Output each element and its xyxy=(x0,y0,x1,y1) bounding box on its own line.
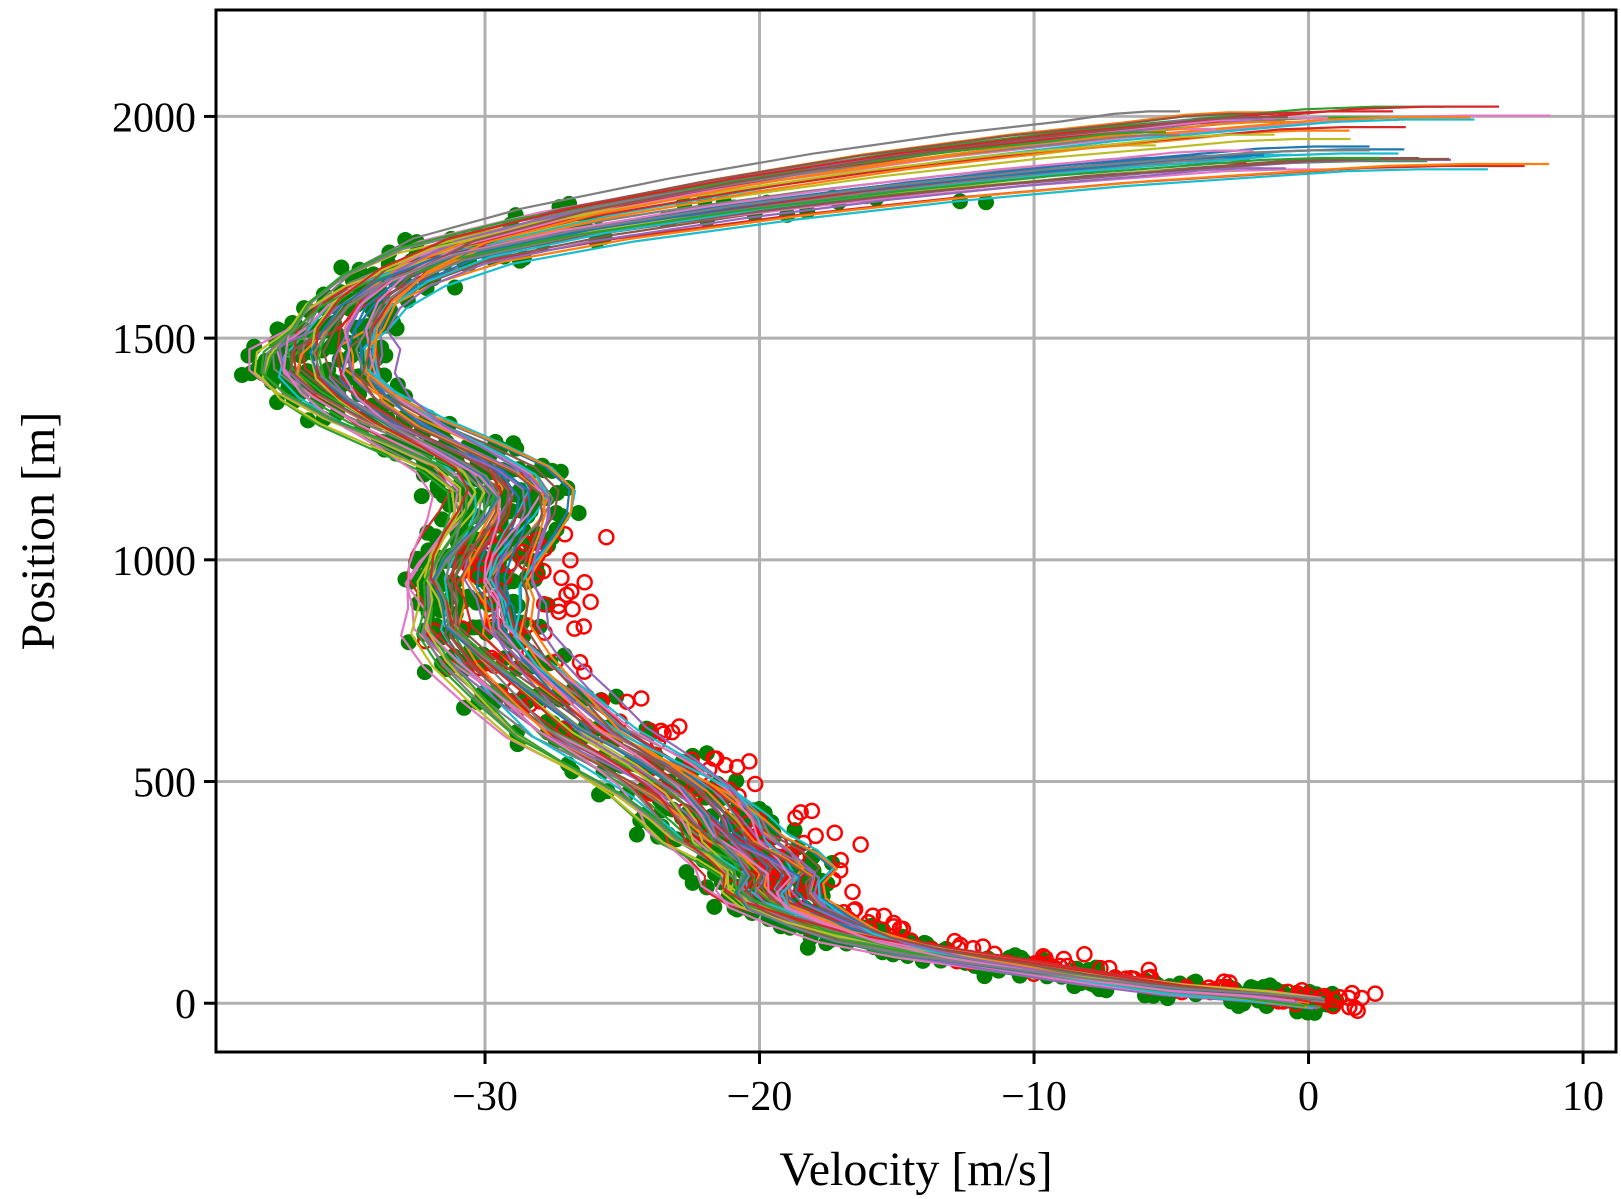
y-tick-label: 1000 xyxy=(112,539,196,585)
red-marker xyxy=(564,600,581,618)
y-tick-label: 1500 xyxy=(112,317,196,363)
green-marker xyxy=(570,505,587,522)
green-marker xyxy=(728,772,745,789)
green-marker xyxy=(1261,977,1278,994)
red-marker xyxy=(576,573,593,591)
red-marker xyxy=(501,555,518,573)
red-marker xyxy=(562,551,579,569)
red-marker xyxy=(528,566,545,584)
red-marker xyxy=(1366,985,1384,1002)
red-marker xyxy=(563,583,580,600)
green-marker xyxy=(416,664,433,681)
red-marker xyxy=(1140,961,1158,979)
y-tick-label: 500 xyxy=(133,761,196,807)
green-marker xyxy=(333,259,350,276)
red-marker xyxy=(671,718,688,735)
green-marker xyxy=(678,864,695,881)
red-marker xyxy=(826,824,843,841)
green-marker xyxy=(706,898,723,915)
green-marker xyxy=(552,463,569,480)
trajectory-line xyxy=(315,110,1393,1003)
red-marker xyxy=(633,690,650,707)
y-tick-labels: 0 500 1000 1500 2000 xyxy=(112,95,196,1028)
red-marker xyxy=(852,836,869,853)
green-marker xyxy=(786,822,803,839)
red-marker xyxy=(598,528,615,546)
red-marker xyxy=(844,883,861,901)
green-marker xyxy=(269,394,286,411)
x-tick-label: 10 xyxy=(1562,1074,1604,1120)
red-marker xyxy=(1076,945,1093,963)
red-marker xyxy=(807,827,824,845)
red-marker xyxy=(746,775,764,793)
y-axis-title: Position [m] xyxy=(12,412,65,651)
green-marker xyxy=(698,745,715,762)
x-tick-label: −20 xyxy=(727,1074,793,1120)
red-marker xyxy=(535,595,553,613)
green-marker xyxy=(456,699,473,716)
y-tick-label: 0 xyxy=(175,982,196,1028)
trajectory-series-group xyxy=(248,105,1551,1010)
red-marker xyxy=(787,809,804,827)
red-marker xyxy=(582,593,599,611)
y-tick-label: 2000 xyxy=(112,95,196,141)
red-marker xyxy=(576,663,593,680)
plot-frame xyxy=(214,8,1618,1054)
x-tick-label: −30 xyxy=(452,1074,518,1120)
red-marker xyxy=(571,654,589,671)
red-marker xyxy=(741,753,758,770)
green-marker xyxy=(248,362,265,379)
trajectory-line xyxy=(359,116,1293,1000)
red-marker xyxy=(519,617,536,634)
red-marker xyxy=(832,851,849,869)
trajectory-line xyxy=(312,149,1371,1001)
trajectory-line xyxy=(338,159,1295,1001)
red-marker xyxy=(885,918,902,935)
trajectory-line xyxy=(328,117,1297,1002)
green-marker xyxy=(628,826,645,843)
x-axis-title: Velocity [m/s] xyxy=(779,1143,1052,1196)
trajectory-line xyxy=(363,168,1488,1010)
red-marker xyxy=(1346,999,1364,1017)
trajectory-line xyxy=(289,157,1450,1008)
red-marker xyxy=(803,802,821,820)
green-marker xyxy=(413,488,430,505)
trajectory-line xyxy=(365,127,1322,999)
x-tick-labels: −30 −20 −10 0 10 xyxy=(452,1074,1604,1120)
red-marker xyxy=(553,569,570,587)
trajectory-line xyxy=(342,149,1295,1002)
red-marker xyxy=(894,920,912,938)
x-tick-label: 0 xyxy=(1298,1074,1319,1120)
green-marker xyxy=(350,322,367,339)
red-marker xyxy=(717,756,734,774)
x-tick-label: −10 xyxy=(1001,1074,1067,1120)
red-marker xyxy=(566,620,583,637)
axis-ticks xyxy=(204,114,1585,1064)
red-marker xyxy=(575,618,592,635)
